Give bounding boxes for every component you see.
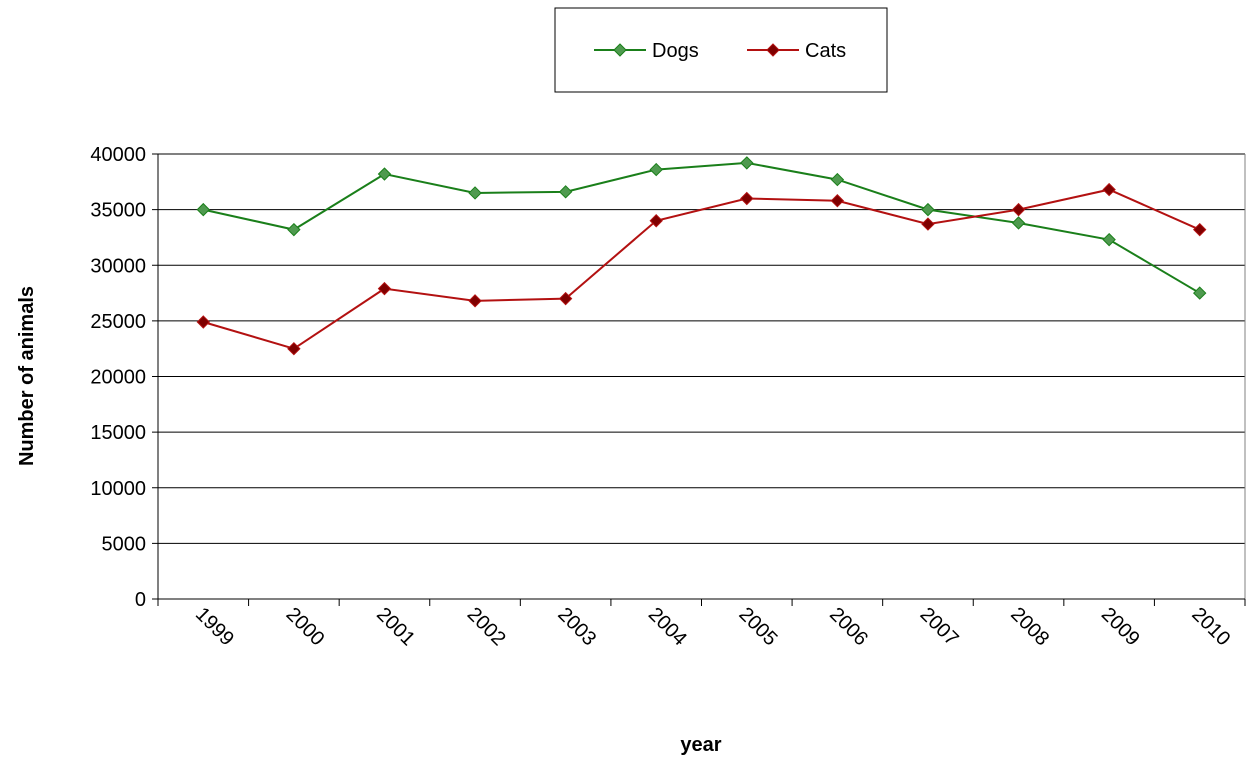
x-tick-label-2009: 2009 (1097, 603, 1144, 650)
y-tick-label-15000: 15000 (90, 422, 146, 444)
data-point-cats-1999 (196, 315, 210, 329)
y-tick-label-25000: 25000 (90, 311, 146, 333)
data-point-dogs-2010 (1193, 286, 1207, 300)
x-tick-label-1999: 1999 (191, 603, 238, 650)
y-tick-label-20000: 20000 (90, 367, 146, 389)
data-point-dogs-2008 (1011, 216, 1026, 230)
x-axis-title: year (680, 734, 721, 756)
x-tick-label-2005: 2005 (734, 603, 781, 650)
legend-cats-marker (766, 43, 780, 57)
y-axis: 0 5000 10000 15000 20000 25000 30000 35000 40000 (90, 144, 159, 611)
x-axis: 1999 2000 2001 2002 2003 2004 2005 2006 2007 2008… (157, 598, 1246, 650)
y-tick-label-35000: 35000 (90, 200, 146, 222)
data-point-cats-2008 (1011, 202, 1026, 217)
legend-item-dogs: Dogs (594, 40, 699, 62)
legend-cats-label: Cats (805, 40, 846, 62)
x-tick-label-2006: 2006 (825, 603, 872, 650)
x-tick-label-2001: 2001 (372, 603, 419, 650)
x-tick-label-2007: 2007 (916, 603, 963, 650)
x-tick-label-2003: 2003 (553, 603, 600, 650)
legend-item-cats: Cats (747, 40, 846, 62)
y-tick-label-5000: 5000 (102, 533, 147, 555)
data-point-cats-2003 (558, 291, 573, 306)
data-point-cats-2009 (1102, 182, 1116, 197)
x-tick-label-2000: 2000 (282, 603, 329, 650)
data-point-cats-2004 (649, 214, 663, 228)
y-tick-label-0: 0 (135, 589, 146, 611)
data-point-cats-2005 (740, 191, 754, 206)
data-point-cats-2006 (830, 194, 845, 208)
legend: Dogs Cats (554, 7, 888, 93)
gridlines (158, 153, 1246, 599)
legend-dogs-label: Dogs (652, 40, 699, 62)
data-point-dogs-2000 (287, 222, 301, 237)
data-point-cats-2007 (921, 217, 935, 231)
series-line-dogs (203, 161, 1201, 294)
data-point-dogs-2002 (468, 186, 482, 200)
data-point-cats-2000 (287, 341, 301, 356)
data-point-dogs-2003 (558, 185, 573, 199)
y-tick-label-30000: 30000 (90, 255, 146, 277)
series-markers (196, 156, 1207, 356)
series-line-cats (203, 188, 1201, 350)
legend-dogs-marker (613, 43, 627, 57)
x-tick-label-2008: 2008 (1006, 603, 1053, 650)
data-point-dogs-2005 (740, 156, 754, 170)
data-point-dogs-2007 (921, 202, 935, 217)
data-point-dogs-2004 (649, 162, 663, 177)
data-point-cats-2002 (468, 294, 482, 308)
y-axis-title: Number of animals (16, 286, 38, 466)
data-point-dogs-2001 (377, 167, 392, 181)
data-point-dogs-1999 (196, 202, 210, 217)
series-lines (203, 161, 1201, 350)
y-tick-label-10000: 10000 (90, 478, 146, 500)
x-tick-label-2010: 2010 (1187, 603, 1234, 650)
data-point-cats-2010 (1193, 222, 1207, 237)
x-tick-label-2002: 2002 (463, 603, 510, 650)
y-tick-label-40000: 40000 (90, 144, 146, 166)
x-tick-label-2004: 2004 (644, 603, 691, 650)
data-point-dogs-2009 (1102, 232, 1116, 247)
data-point-cats-2001 (377, 281, 392, 296)
data-point-dogs-2006 (830, 172, 845, 187)
